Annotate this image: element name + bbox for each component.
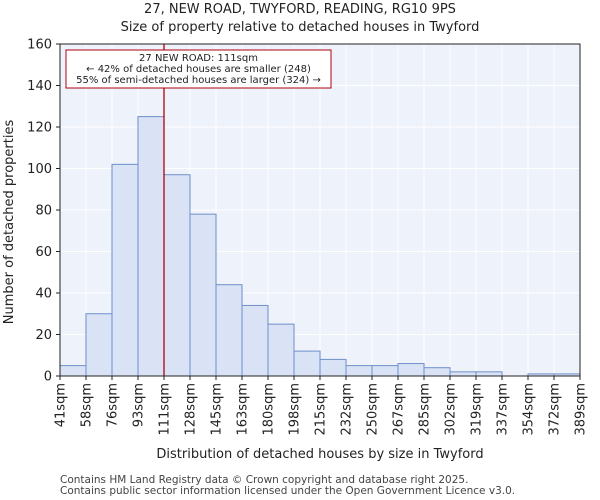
y-tick-label: 0 (44, 370, 52, 385)
y-tick-label: 120 (27, 121, 52, 136)
annotation-border (65, 49, 332, 89)
x-tick-label: 128sqm (184, 383, 199, 436)
x-tick-label: 58sqm (80, 383, 95, 427)
bar (423, 367, 451, 377)
x-tick-label: 198sqm (288, 383, 303, 436)
chart-subtitle: Size of property relative to detached ho… (120, 20, 480, 35)
x-tick-label: 250sqm (366, 383, 381, 436)
y-tick-label: 40 (35, 287, 52, 302)
x-tick-label: 215sqm (314, 383, 329, 436)
bar (345, 365, 373, 377)
bars (59, 116, 581, 377)
bar (293, 350, 321, 377)
x-axis-label: Distribution of detached houses by size … (156, 447, 483, 462)
bar (371, 365, 399, 377)
x-tick-label: 145sqm (210, 383, 225, 436)
annotation-line-1: 27 NEW ROAD: 111sqm (139, 53, 258, 64)
x-tick-label: 93sqm (132, 383, 147, 427)
y-tick-label: 100 (27, 162, 52, 177)
y-tick-label: 140 (27, 79, 52, 94)
annotation-line-3: 55% of semi-detached houses are larger (… (76, 75, 321, 86)
bar (475, 371, 503, 377)
footer-line-2: Contains public sector information licen… (60, 485, 516, 497)
x-tick-label: 319sqm (470, 383, 485, 436)
x-tick-label: 285sqm (418, 383, 433, 436)
x-tick-label: 111sqm (158, 383, 173, 436)
bar (267, 323, 295, 377)
bar (111, 163, 139, 377)
x-tick-label: 354sqm (522, 383, 537, 436)
y-tick-label: 60 (35, 245, 52, 260)
y-axis-label: Number of detached properties (2, 120, 17, 325)
y-tick-label: 20 (35, 328, 52, 343)
bar (241, 304, 269, 377)
bar (449, 371, 477, 377)
x-tick-label: 267sqm (392, 383, 407, 436)
x-tick-label: 337sqm (496, 383, 511, 436)
x-tick-label: 389sqm (574, 383, 589, 436)
x-tick-label: 163sqm (236, 383, 251, 436)
bar (137, 116, 165, 377)
annotation-line-2: ← 42% of detached houses are smaller (24… (86, 64, 311, 75)
x-tick-label: 372sqm (548, 383, 563, 436)
bar (215, 284, 243, 377)
x-tick-label: 41sqm (54, 383, 69, 427)
chart-title: 27, NEW ROAD, TWYFORD, READING, RG10 9PS (144, 2, 456, 17)
y-tick-label: 160 (27, 38, 52, 53)
y-tick-label: 80 (35, 204, 52, 219)
bar (397, 363, 425, 377)
bar (85, 313, 113, 377)
plot-frame (59, 43, 581, 377)
annotation-box: 27 NEW ROAD: 111sqm ← 42% of detached ho… (65, 49, 332, 89)
x-tick-label: 232sqm (340, 383, 355, 436)
bar (59, 365, 87, 377)
bar (163, 174, 191, 377)
x-tick-label: 76sqm (106, 383, 121, 427)
footer-line-1: Contains HM Land Registry data © Crown c… (60, 474, 469, 486)
bar (189, 213, 217, 377)
x-tick-label: 180sqm (262, 383, 277, 436)
x-tick-label: 302sqm (444, 383, 459, 436)
bar (319, 358, 347, 377)
y-axis-ticks: 0 20 40 60 80 100 120 140 160 (27, 38, 60, 385)
x-axis-ticks: 41sqm 58sqm 76sqm 93sqm 111sqm 128sqm 145sqm 16… (54, 376, 589, 436)
